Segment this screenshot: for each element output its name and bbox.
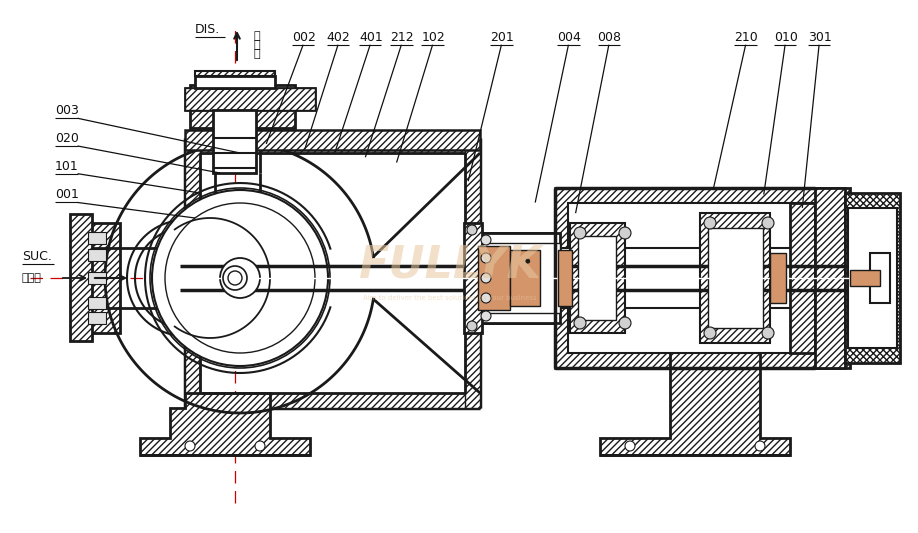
Bar <box>845 193 900 363</box>
Circle shape <box>185 441 195 451</box>
Text: 402: 402 <box>327 31 351 44</box>
Text: 008: 008 <box>598 31 621 44</box>
Circle shape <box>619 227 631 239</box>
Bar <box>815 188 845 368</box>
Text: 010: 010 <box>774 31 798 44</box>
Text: 102: 102 <box>421 31 445 44</box>
Bar <box>465 138 480 408</box>
Circle shape <box>481 311 491 321</box>
Circle shape <box>762 217 774 229</box>
Circle shape <box>481 273 491 283</box>
Bar <box>88 312 106 324</box>
Text: Aim to deliver the best solutions to your business: Aim to deliver the best solutions to you… <box>364 295 537 301</box>
Bar <box>475 233 560 323</box>
Bar <box>210 73 260 88</box>
Bar <box>510 250 540 306</box>
Bar <box>195 76 275 88</box>
Circle shape <box>467 225 477 235</box>
Text: 301: 301 <box>808 31 832 44</box>
Text: SUC.: SUC. <box>22 250 52 263</box>
Text: 003: 003 <box>55 104 79 117</box>
Text: 101: 101 <box>55 160 79 173</box>
Circle shape <box>481 253 491 263</box>
Text: 210: 210 <box>734 31 758 44</box>
Bar <box>464 223 482 333</box>
Bar <box>558 250 572 306</box>
Text: FULLYK: FULLYK <box>358 244 542 287</box>
Circle shape <box>467 321 477 331</box>
Circle shape <box>228 271 242 285</box>
Text: 吸入口: 吸入口 <box>22 273 42 283</box>
Polygon shape <box>140 393 310 455</box>
Bar <box>185 138 200 408</box>
Bar <box>88 232 106 244</box>
Bar <box>770 253 786 303</box>
Text: 212: 212 <box>390 31 414 44</box>
Polygon shape <box>600 323 790 455</box>
Text: 020: 020 <box>55 132 79 145</box>
Text: 401: 401 <box>359 31 383 44</box>
Bar <box>478 246 510 310</box>
Circle shape <box>625 441 635 451</box>
Circle shape <box>755 441 765 451</box>
Bar <box>578 236 616 320</box>
Bar <box>185 88 315 110</box>
Circle shape <box>526 259 530 263</box>
Polygon shape <box>760 263 800 323</box>
Text: 口: 口 <box>253 49 260 59</box>
Bar <box>560 248 840 308</box>
Bar <box>700 213 770 343</box>
Bar <box>90 223 120 333</box>
Bar <box>180 266 870 290</box>
Text: 201: 201 <box>490 31 514 44</box>
Circle shape <box>704 327 716 339</box>
Bar <box>475 243 560 313</box>
Bar <box>213 110 256 173</box>
Text: DIS.: DIS. <box>195 23 220 36</box>
Text: 002: 002 <box>292 31 316 44</box>
Bar <box>185 138 480 153</box>
Circle shape <box>165 203 315 353</box>
Bar <box>850 270 880 286</box>
Circle shape <box>704 217 716 229</box>
Bar <box>570 223 625 333</box>
Bar <box>70 214 92 341</box>
Circle shape <box>220 258 260 298</box>
Circle shape <box>574 317 586 329</box>
Circle shape <box>255 441 265 451</box>
Bar <box>185 130 480 150</box>
Bar <box>708 228 763 328</box>
Text: 004: 004 <box>557 31 581 44</box>
Text: 排: 排 <box>253 31 260 41</box>
Bar <box>195 71 275 76</box>
Circle shape <box>574 227 586 239</box>
Bar <box>555 188 850 368</box>
Circle shape <box>481 235 491 245</box>
Bar <box>568 203 838 353</box>
Bar <box>790 203 815 353</box>
Bar <box>190 103 295 128</box>
Bar <box>88 297 106 309</box>
Bar <box>185 88 315 110</box>
Text: 出: 出 <box>253 40 260 50</box>
Bar <box>88 249 106 261</box>
Bar <box>185 393 480 408</box>
Circle shape <box>762 327 774 339</box>
Circle shape <box>152 190 328 366</box>
Bar <box>88 272 106 284</box>
Text: 001: 001 <box>55 189 79 201</box>
Bar <box>848 208 897 348</box>
Circle shape <box>619 317 631 329</box>
Circle shape <box>223 266 247 290</box>
Bar <box>870 253 890 303</box>
Circle shape <box>481 293 491 303</box>
Bar <box>190 85 295 103</box>
